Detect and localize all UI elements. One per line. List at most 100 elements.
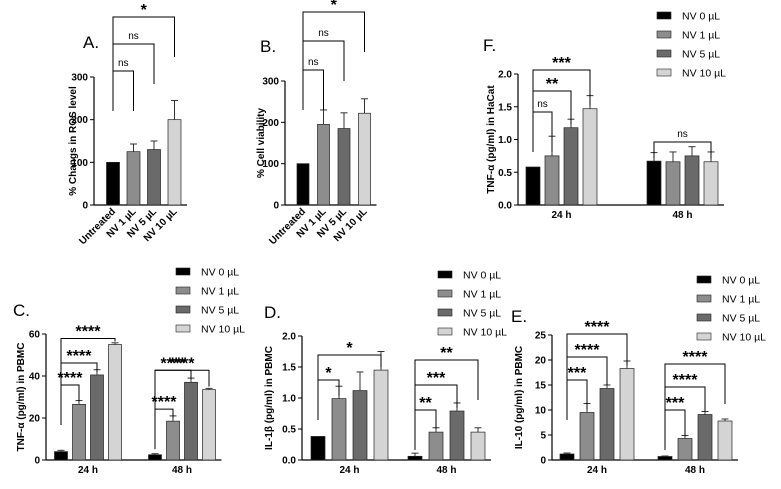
y-tick-label: 200 [71, 115, 88, 126]
y-axis-label: IL-1β (pg/ml) in PBMC [264, 346, 275, 450]
significance-bracket [302, 40, 345, 81]
panel-label: F. [483, 36, 496, 55]
significance-bracket [664, 363, 726, 404]
legend-label: NV 0 µL [682, 11, 720, 23]
legend-label: NV 10 µL [682, 68, 726, 80]
legend-label: NV 5 µL [201, 305, 239, 317]
significance-label: ** [440, 345, 453, 362]
significance-bracket [60, 362, 98, 403]
significance-label: **** [673, 372, 699, 389]
y-axis-label: % Cell viability [256, 108, 267, 178]
legend-swatch [175, 305, 191, 314]
significance-bracket [532, 69, 591, 110]
significance-bracket [317, 354, 382, 395]
x-group-label: 48 h [172, 465, 192, 476]
y-tick-label: 40 [29, 372, 41, 383]
bar [126, 151, 141, 206]
legend-label: NV 1 µL [722, 294, 760, 306]
y-tick-label: 25 [535, 331, 547, 342]
bar [582, 108, 598, 206]
y-axis-label: % Changs in ROS level [68, 86, 79, 196]
legend-swatch [437, 270, 453, 279]
bar [559, 453, 575, 461]
y-axis-label: TNF-α (pg/ml) in HaCat [486, 85, 497, 194]
significance-bracket [60, 338, 116, 379]
legend-label: NV 1 µL [682, 30, 720, 42]
bar [665, 161, 681, 206]
bar [703, 161, 719, 206]
bar [684, 155, 700, 206]
bar [373, 369, 389, 461]
x-group-label: 48 h [672, 210, 692, 221]
bar [106, 161, 120, 206]
chart-panel-e: 0 5 10 15 20 25 IL-10 (pg/ml) in PBMC E. 24 h 48 … [511, 275, 766, 477]
y-tick-label: 20 [535, 356, 547, 367]
legend-label: NV 0 µL [722, 275, 760, 287]
y-tick-label: 300 [71, 73, 88, 84]
significance-label: **** [161, 355, 187, 372]
y-tick-label: 300 [262, 77, 279, 88]
bar [525, 166, 541, 206]
bar [563, 127, 579, 206]
y-tick-label: 15 [535, 381, 547, 392]
significance-bracket [532, 111, 553, 152]
bar [646, 160, 662, 206]
significance-bracket [664, 386, 706, 427]
bar [166, 420, 180, 461]
legend-label: NV 0 µL [201, 267, 239, 279]
x-group-label: 24 h [339, 465, 359, 476]
bar [296, 163, 310, 206]
significance-label: **** [585, 319, 611, 336]
significance-bracket [414, 359, 479, 400]
significance-label: ** [546, 76, 559, 93]
significance-label: **** [170, 355, 196, 372]
bar [148, 454, 162, 461]
significance-label: ** [419, 395, 432, 412]
bar [619, 368, 635, 461]
bar [677, 438, 693, 461]
x-group-label: 24 h [78, 465, 98, 476]
legend-swatch [175, 267, 191, 276]
y-tick-label: 100 [71, 158, 88, 169]
significance-label: ns [677, 129, 688, 140]
legend-swatch [696, 313, 712, 322]
significance-bracket [60, 384, 80, 425]
legend-label: NV 5 µL [722, 313, 760, 325]
bar [428, 431, 444, 461]
y-tick-label: 0 [82, 201, 88, 212]
panel-label: A. [83, 33, 99, 52]
y-tick-label: 20 [29, 414, 41, 425]
legend-label: NV 5 µL [682, 49, 720, 61]
y-tick-label: 0.5 [498, 168, 512, 179]
significance-label: * [346, 340, 353, 357]
x-group-label: 48 h [436, 465, 456, 476]
significance-label: ns [537, 99, 548, 110]
bar [147, 149, 161, 206]
significance-bracket [112, 43, 155, 84]
significance-label: *** [666, 395, 685, 412]
bar [449, 410, 465, 461]
significance-label: ns [318, 28, 329, 39]
y-tick-label: 100 [262, 159, 279, 170]
legend-label: NV 1 µL [201, 286, 239, 298]
legend-swatch [696, 332, 712, 341]
y-tick-label: 200 [262, 118, 279, 129]
significance-bracket [154, 408, 174, 450]
bar [167, 119, 182, 206]
significance-bracket [112, 16, 175, 57]
significance-bracket [302, 69, 324, 110]
significance-label: *** [427, 370, 446, 387]
legend-label: NV 10 µL [201, 324, 245, 336]
panel-label: E. [511, 307, 527, 326]
legend-label: NV 10 µL [722, 332, 766, 344]
bar [599, 388, 615, 461]
legend-label: NV 1 µL [463, 289, 501, 301]
significance-label: **** [152, 394, 178, 411]
y-tick-label: 0 [540, 456, 546, 467]
legend-swatch [437, 327, 453, 336]
panel-label: D. [264, 303, 281, 322]
significance-label: **** [683, 349, 709, 366]
significance-label: * [325, 365, 332, 382]
significance-label: **** [67, 348, 93, 365]
